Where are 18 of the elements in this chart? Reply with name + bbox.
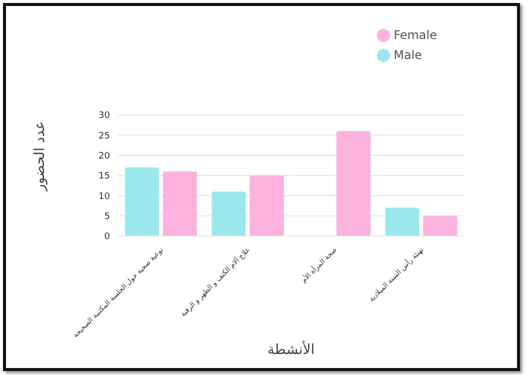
- y-tick-label: 30: [98, 111, 110, 122]
- bar: [162, 171, 197, 236]
- bar: [124, 167, 159, 236]
- bar: [423, 216, 458, 236]
- bar: [336, 131, 370, 236]
- y-tick-label: 10: [98, 192, 110, 202]
- y-tick-label: 5: [104, 212, 110, 222]
- y-tick-label: 20: [98, 152, 110, 162]
- bar: [385, 208, 420, 236]
- bar: [250, 176, 284, 236]
- x-axis-title: الأنشطة: [267, 342, 315, 358]
- y-tick-label: 15: [98, 172, 110, 182]
- legend-label: Male: [394, 48, 422, 62]
- y-tick-label: 25: [98, 131, 110, 142]
- bar: [212, 192, 246, 236]
- y-tick-label: 0: [104, 232, 110, 242]
- legend-label: Female: [394, 28, 437, 42]
- y-axis-title: عدد الحضور: [32, 121, 48, 191]
